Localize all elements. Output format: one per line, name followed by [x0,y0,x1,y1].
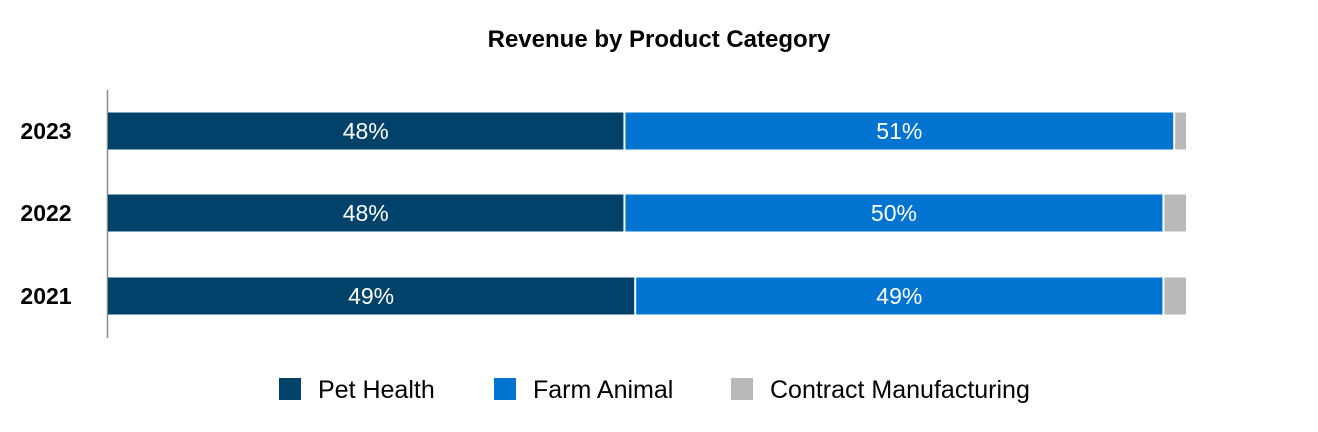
bar-pet-health-2022 [108,194,624,232]
legend-label-farm-animal: Farm Animal [533,376,673,404]
legend-item-contract-manufacturing: Contract Manufacturing [731,376,1030,404]
data-label-farm-animal-2022: 50% [871,200,917,226]
category-label-2021: 2021 [20,283,71,309]
bar-contract-manufacturing-2022 [1164,194,1186,232]
bars-layer: 48% 51% 48% 50% 49% 49% [108,112,1186,315]
bar-contract-manufacturing-2023 [1175,112,1186,150]
bar-farm-animal-2023 [625,112,1174,150]
legend-swatch-pet-health [279,378,301,400]
legend: Pet Health Farm Animal Contract Manufactur… [279,376,1030,404]
chart-title: Revenue by Product Category [488,26,831,53]
category-label-2023: 2023 [20,118,71,144]
data-label-farm-animal-2021: 49% [876,283,922,309]
category-label-2022: 2022 [20,200,71,226]
bar-farm-animal-2022 [625,194,1163,232]
legend-swatch-farm-animal [494,378,516,400]
data-label-farm-animal-2023: 51% [876,118,922,144]
bar-pet-health-2021 [108,277,635,315]
legend-item-pet-health: Pet Health [279,376,435,404]
bar-contract-manufacturing-2021 [1164,277,1186,315]
legend-label-pet-health: Pet Health [318,376,435,404]
bar-farm-animal-2021 [636,277,1163,315]
data-label-pet-health-2022: 48% [343,200,389,226]
bar-pet-health-2023 [108,112,624,150]
data-label-pet-health-2023: 48% [343,118,389,144]
category-labels: 2023 2022 2021 [20,118,71,309]
legend-item-farm-animal: Farm Animal [494,376,673,404]
data-label-pet-health-2021: 49% [348,283,394,309]
legend-label-contract-manufacturing: Contract Manufacturing [770,376,1030,404]
legend-swatch-contract-manufacturing [731,378,753,400]
